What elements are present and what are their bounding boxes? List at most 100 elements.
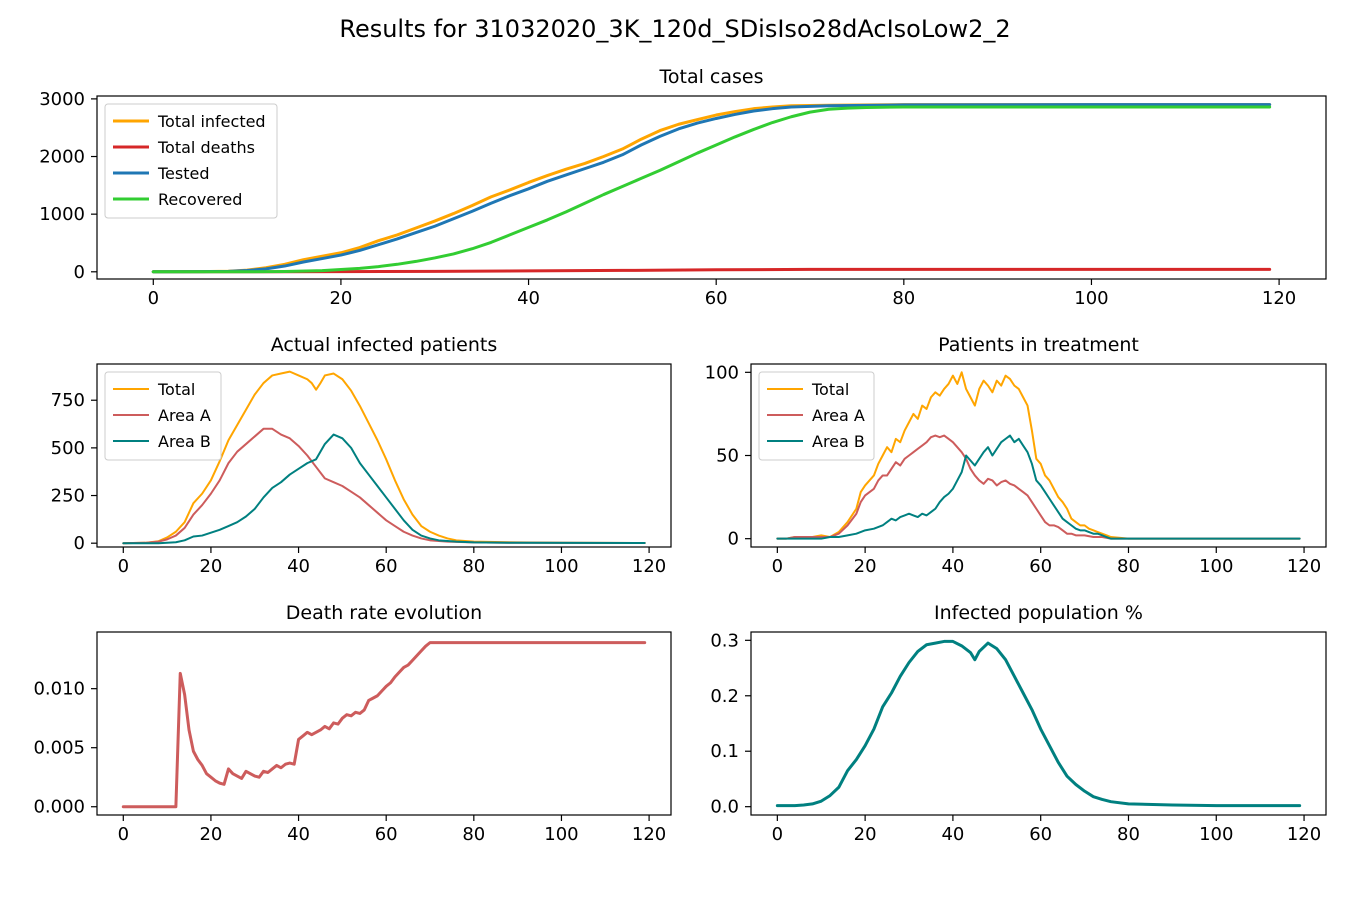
- x-tick-label: 0: [118, 824, 129, 845]
- legend-label-tested: Tested: [157, 164, 210, 183]
- x-tick-label: 80: [1117, 556, 1140, 577]
- series-line-total: [776, 371, 1301, 540]
- legend-box: [758, 371, 875, 461]
- x-tick-label: 20: [199, 824, 222, 845]
- x-tick-label: 20: [199, 556, 222, 577]
- x-tick-label: 80: [462, 824, 485, 845]
- x-tick-label: 120: [1287, 824, 1321, 845]
- legend-label-total-deaths: Total deaths: [157, 138, 255, 157]
- series-line-area-b: [776, 434, 1301, 540]
- x-tick-label: 0: [118, 556, 129, 577]
- legend-box: [104, 371, 222, 461]
- y-tick-label: 0: [74, 533, 85, 554]
- legend-label-total-infected: Total infected: [157, 112, 266, 131]
- series-group: [776, 371, 1301, 540]
- x-tick-label: 20: [854, 824, 877, 845]
- legend-label-recovered: Recovered: [158, 190, 242, 209]
- x-tick-label: 60: [1029, 824, 1052, 845]
- x-tick-label: 40: [941, 556, 964, 577]
- legend-label-area-b: Area B: [158, 432, 211, 451]
- legend-label-area-a: Area A: [812, 406, 865, 425]
- x-tick-label: 20: [854, 556, 877, 577]
- subplot-infected-population-pct: Infected population % 0 20 40 60 80 100 120 0.0 0…: [710, 602, 1327, 845]
- legend-label-total: Total: [811, 380, 849, 399]
- series-line-total: [122, 370, 646, 545]
- x-tick-label: 80: [1117, 824, 1140, 845]
- legend-label-area-b: Area B: [812, 432, 865, 451]
- plot-title: Patients in treatment: [938, 334, 1139, 356]
- series-group: [122, 370, 646, 545]
- x-tick-label: 0: [148, 288, 159, 309]
- x-tick-label: 40: [941, 824, 964, 845]
- series-line-infpop-0: [775, 639, 1302, 808]
- figure-suptitle: Results for 31032020_3K_120d_SDisIso28dA…: [339, 15, 1010, 43]
- subplot-actual-infected-patients: Actual infected patients 0 20 40 60 80 100 120 0…: [51, 334, 672, 577]
- x-tick-label: 60: [375, 556, 398, 577]
- series-line-tested: [151, 103, 1272, 274]
- series-group: [121, 641, 647, 809]
- x-tick-label: 60: [705, 288, 728, 309]
- y-tick-label: 100: [705, 362, 739, 383]
- plot-title: Actual infected patients: [271, 334, 497, 356]
- y-tick-label: 250: [51, 486, 85, 507]
- axes-frame: [96, 631, 672, 816]
- axes-frame: [750, 631, 1327, 816]
- x-tick-label: 60: [375, 824, 398, 845]
- x-tick-label: 100: [1199, 824, 1233, 845]
- y-tick-label: 0.010: [33, 679, 85, 700]
- y-tick-label: 2000: [39, 147, 85, 168]
- x-tick-label: 40: [287, 824, 310, 845]
- y-tick-label: 0.0: [710, 797, 739, 818]
- y-tick-label: 0.3: [710, 630, 739, 651]
- series-group: [775, 639, 1302, 808]
- subplot-patients-in-treatment: Patients in treatment 0 20 40 60 80 100 120 0 50 1…: [705, 334, 1327, 577]
- x-tick-label: 100: [1074, 288, 1108, 309]
- y-tick-label: 0.2: [710, 686, 739, 707]
- series-group: [151, 103, 1272, 274]
- x-tick-label: 0: [772, 556, 783, 577]
- legend-label-total: Total: [157, 380, 195, 399]
- series-line-area-a: [776, 434, 1301, 540]
- x-tick-label: 80: [892, 288, 915, 309]
- x-tick-label: 120: [632, 556, 666, 577]
- y-tick-label: 50: [716, 446, 739, 467]
- legend-label-area-a: Area A: [158, 406, 211, 425]
- y-tick-label: 3000: [39, 89, 85, 110]
- legend: Total infected Total deaths Tested Recovere…: [104, 103, 278, 219]
- plot-title: Total cases: [659, 66, 764, 88]
- x-tick-label: 100: [544, 556, 578, 577]
- axes-frame: [96, 95, 1327, 280]
- plot-title: Death rate evolution: [286, 602, 482, 624]
- series-line-area-a: [122, 427, 646, 545]
- y-tick-label: 0: [728, 529, 739, 550]
- y-tick-label: 500: [51, 438, 85, 459]
- axes-frame: [96, 363, 672, 548]
- plot-title: Infected population %: [934, 602, 1143, 624]
- y-tick-label: 1000: [39, 204, 85, 225]
- x-tick-label: 0: [772, 824, 783, 845]
- x-tick-label: 100: [544, 824, 578, 845]
- subplot-total-cases: Total cases 0 20 40 60 80 100 120 0 1000 2000 3000 T…: [39, 66, 1327, 309]
- series-line-deathrate-0: [121, 641, 647, 809]
- x-tick-label: 40: [517, 288, 540, 309]
- y-tick-label: 0: [74, 262, 85, 283]
- x-tick-label: 40: [287, 556, 310, 577]
- y-tick-label: 0.1: [710, 741, 739, 762]
- y-tick-label: 0.000: [33, 797, 85, 818]
- series-line-recovered: [151, 105, 1272, 274]
- legend: Total Area A Area B: [758, 371, 875, 461]
- x-tick-label: 120: [1262, 288, 1296, 309]
- series-line-area-b: [122, 433, 646, 545]
- legend: Total Area A Area B: [104, 371, 222, 461]
- x-tick-label: 120: [1287, 556, 1321, 577]
- legend-box: [104, 103, 278, 219]
- x-tick-label: 60: [1029, 556, 1052, 577]
- x-tick-label: 80: [462, 556, 485, 577]
- x-tick-label: 100: [1199, 556, 1233, 577]
- x-tick-label: 120: [632, 824, 666, 845]
- series-line-total-infected: [151, 103, 1272, 274]
- x-tick-label: 20: [329, 288, 352, 309]
- subplot-death-rate-evolution: Death rate evolution 0 20 40 60 80 100 120 0.000…: [33, 602, 672, 845]
- y-tick-label: 750: [51, 390, 85, 411]
